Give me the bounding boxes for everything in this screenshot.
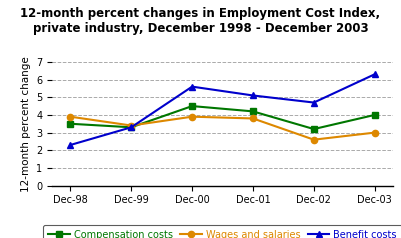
Benefit costs — [312, 101, 316, 104]
Compensation costs — [251, 110, 255, 113]
Y-axis label: 12-month percent change: 12-month percent change — [20, 56, 30, 192]
Wages and salaries — [129, 124, 134, 127]
Line: Compensation costs: Compensation costs — [67, 103, 378, 132]
Benefit costs — [251, 94, 255, 97]
Legend: Compensation costs, Wages and salaries, Benefit costs: Compensation costs, Wages and salaries, … — [43, 225, 401, 238]
Wages and salaries — [312, 138, 316, 141]
Wages and salaries — [68, 115, 73, 118]
Compensation costs — [190, 105, 194, 108]
Compensation costs — [372, 114, 377, 116]
Line: Benefit costs: Benefit costs — [67, 71, 378, 149]
Wages and salaries — [372, 131, 377, 134]
Wages and salaries — [251, 117, 255, 120]
Compensation costs — [68, 122, 73, 125]
Compensation costs — [129, 126, 134, 129]
Benefit costs — [372, 73, 377, 76]
Benefit costs — [190, 85, 194, 88]
Line: Wages and salaries: Wages and salaries — [67, 114, 378, 143]
Text: 12-month percent changes in Employment Cost Index,
private industry, December 19: 12-month percent changes in Employment C… — [20, 7, 381, 35]
Benefit costs — [129, 126, 134, 129]
Compensation costs — [312, 128, 316, 130]
Wages and salaries — [190, 115, 194, 118]
Benefit costs — [68, 144, 73, 146]
